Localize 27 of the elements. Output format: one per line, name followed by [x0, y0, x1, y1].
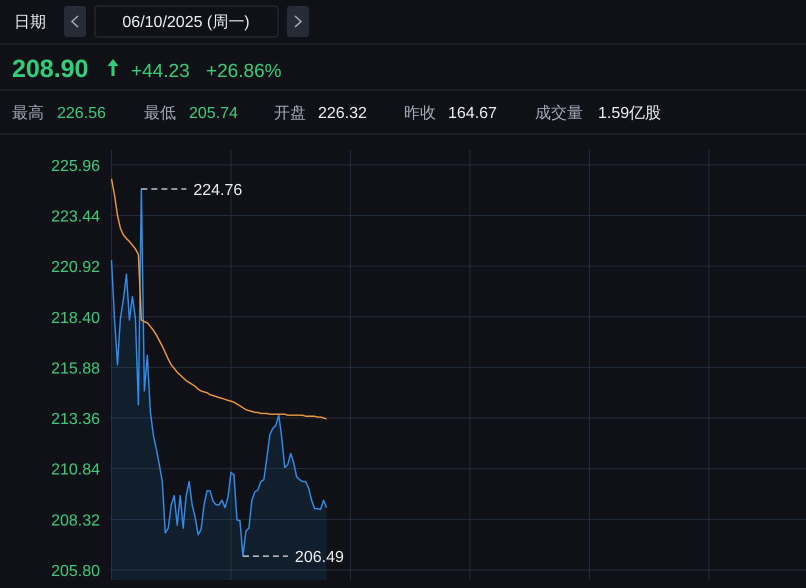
y-tick-label: 210.84: [51, 462, 100, 479]
line-series: [110, 178, 328, 420]
text: 205.74: [189, 105, 238, 122]
text: 昨收: [404, 105, 436, 122]
y-tick-label: 223.44: [51, 208, 100, 226]
annotation: 224.76: [193, 182, 242, 199]
text: 成交量: [535, 104, 583, 122]
text: 226.32: [318, 105, 368, 122]
text: 164.67: [448, 105, 498, 122]
text: 06/10/2025 (周一): [122, 14, 250, 31]
text: 最高: [12, 104, 44, 122]
y-tick-label: 213.36: [51, 411, 100, 428]
text: 1.59亿股: [598, 105, 662, 122]
text: 最低: [144, 105, 176, 122]
y-tick-label: 205.80: [51, 562, 100, 580]
text: 226.56: [57, 105, 106, 122]
text: 208.90: [12, 55, 88, 83]
y-tick-label: 218.40: [51, 310, 100, 327]
text: 开盘: [274, 105, 306, 122]
text: +26.86%: [206, 61, 282, 82]
y-tick-label: 208.32: [51, 512, 100, 530]
y-tick-label: 215.88: [51, 360, 100, 378]
text: 日期: [14, 13, 46, 31]
y-tick-label: 225.96: [51, 158, 100, 175]
y-tick-label: 220.92: [51, 259, 100, 276]
annotation: 206.49: [294, 549, 344, 566]
text: +44.23: [131, 61, 190, 82]
